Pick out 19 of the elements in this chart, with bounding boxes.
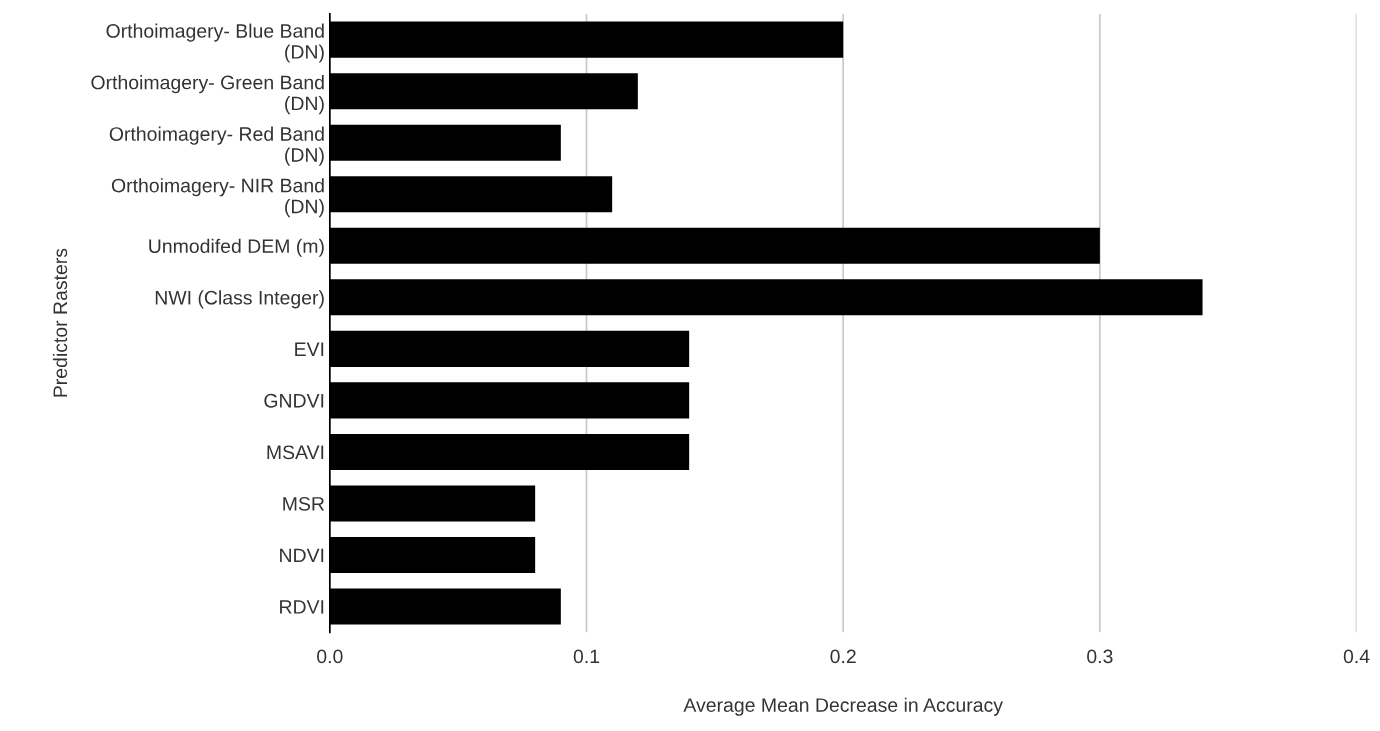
y-tick-label: NDVI — [280, 548, 324, 563]
y-tick-label: EVI — [295, 342, 324, 356]
y-axis-title: Predictor Rasters — [52, 248, 68, 397]
y-tick-label: RDVI — [280, 600, 324, 614]
y-tick-label: Orthoimagery- Green Band (DN) — [91, 75, 324, 115]
x-tick-label: 0.1 — [573, 649, 600, 664]
y-tick-label: Orthoimagery- Blue Band (DN) — [106, 23, 324, 63]
y-tick-label: Unmodifed DEM (m) — [149, 238, 324, 257]
x-axis-title: Average Mean Decrease in Accuracy — [683, 697, 1003, 716]
x-tick-label: 0.0 — [317, 649, 343, 664]
x-tick-label: 0.4 — [1343, 649, 1370, 664]
y-tick-label: Orthoimagery- Red Band (DN) — [109, 126, 324, 166]
x-tick-label: 0.2 — [830, 649, 856, 664]
y-tick-label: GNDVI — [264, 393, 324, 408]
y-tick-label: NWI (Class Integer) — [155, 290, 324, 309]
y-tick-label: MSR — [283, 496, 325, 511]
y-tick-label: Orthoimagery- NIR Band (DN) — [111, 178, 324, 218]
x-tick-label: 0.3 — [1087, 649, 1113, 664]
y-tick-label: MSAVI — [267, 445, 324, 460]
